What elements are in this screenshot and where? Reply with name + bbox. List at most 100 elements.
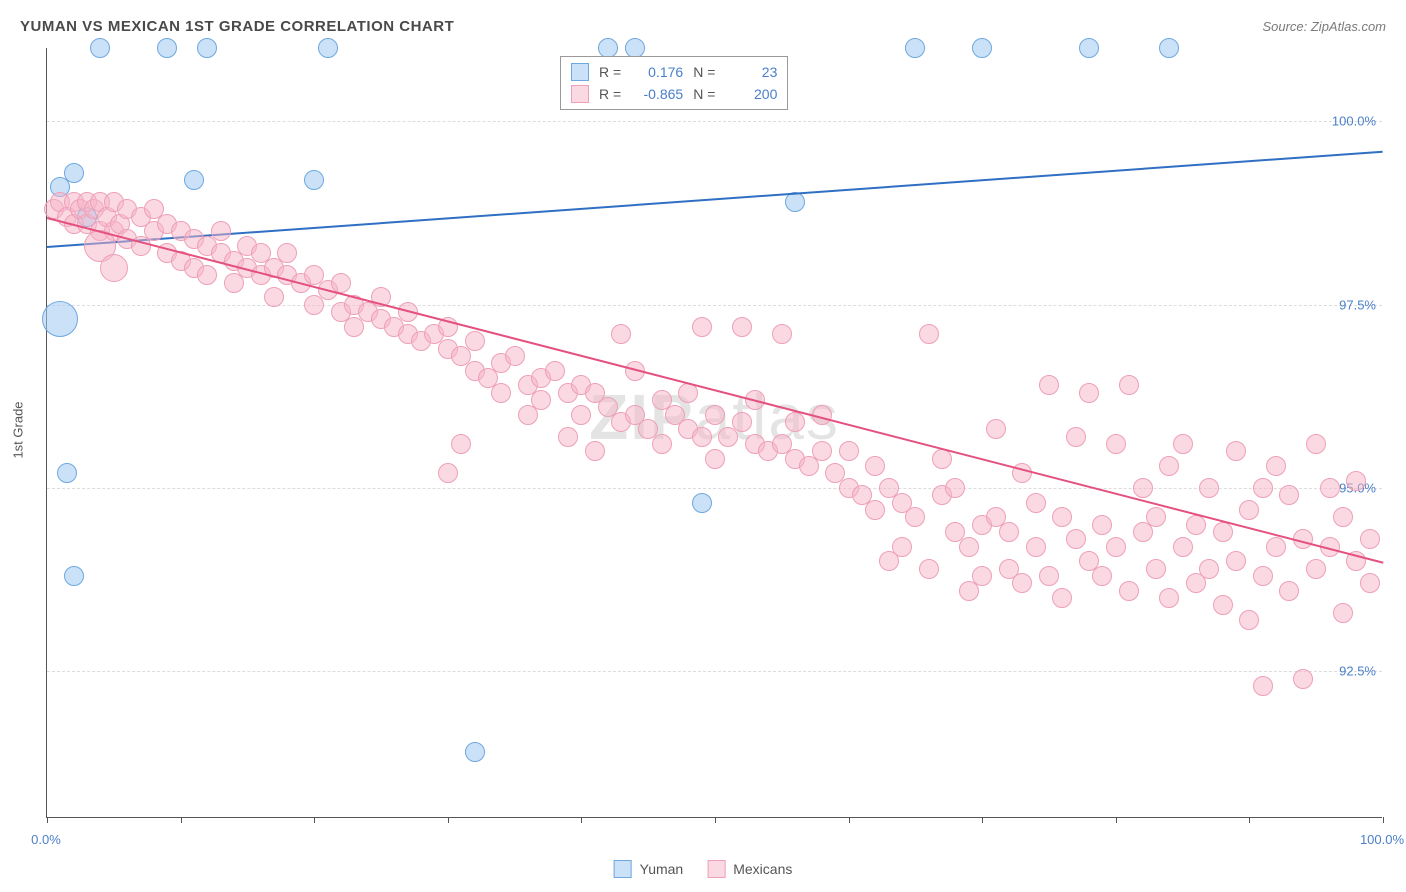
data-point xyxy=(905,38,925,58)
x-tick xyxy=(715,817,716,823)
data-point xyxy=(585,441,605,461)
data-point xyxy=(1199,559,1219,579)
data-point xyxy=(772,324,792,344)
data-point xyxy=(184,170,204,190)
x-tick-label: 0.0% xyxy=(31,832,61,847)
data-point xyxy=(1239,610,1259,630)
data-point xyxy=(1213,522,1233,542)
stat-r-value: -0.865 xyxy=(631,86,683,102)
data-point xyxy=(57,463,77,483)
series-legend: Yuman Mexicans xyxy=(614,860,793,878)
data-point xyxy=(999,522,1019,542)
legend-swatch xyxy=(707,860,725,878)
stat-r-label: R = xyxy=(599,86,621,102)
data-point xyxy=(1159,588,1179,608)
data-point xyxy=(732,412,752,432)
data-point xyxy=(1119,375,1139,395)
data-point xyxy=(100,254,128,282)
gridline xyxy=(47,671,1382,672)
data-point xyxy=(1146,507,1166,527)
data-point xyxy=(1026,493,1046,513)
data-point xyxy=(692,317,712,337)
data-point xyxy=(545,361,565,381)
x-tick xyxy=(849,817,850,823)
data-point xyxy=(1012,573,1032,593)
gridline xyxy=(47,488,1382,489)
data-point xyxy=(705,405,725,425)
data-point xyxy=(558,427,578,447)
data-point xyxy=(465,331,485,351)
stat-n-label: N = xyxy=(693,86,715,102)
data-point xyxy=(1239,500,1259,520)
data-point xyxy=(1106,434,1126,454)
data-point xyxy=(318,38,338,58)
y-tick-label: 92.5% xyxy=(1339,664,1376,679)
data-point xyxy=(1173,434,1193,454)
data-point xyxy=(1133,478,1153,498)
data-point xyxy=(1199,478,1219,498)
data-point xyxy=(64,163,84,183)
data-point xyxy=(692,427,712,447)
data-point xyxy=(197,38,217,58)
data-point xyxy=(1213,595,1233,615)
data-point xyxy=(705,449,725,469)
data-point xyxy=(732,317,752,337)
legend-label: Yuman xyxy=(640,861,684,877)
chart-source: Source: ZipAtlas.com xyxy=(1262,19,1386,34)
data-point xyxy=(865,500,885,520)
data-point xyxy=(64,566,84,586)
data-point xyxy=(1279,581,1299,601)
data-point xyxy=(1253,478,1273,498)
x-tick-label: 100.0% xyxy=(1360,832,1404,847)
data-point xyxy=(919,324,939,344)
data-point xyxy=(491,383,511,403)
stat-r-value: 0.176 xyxy=(631,64,683,80)
data-point xyxy=(451,434,471,454)
data-point xyxy=(1266,537,1286,557)
legend-row: R =0.176N =23 xyxy=(571,61,777,83)
data-point xyxy=(919,559,939,579)
data-point xyxy=(197,265,217,285)
legend-label: Mexicans xyxy=(733,861,792,877)
x-tick xyxy=(982,817,983,823)
data-point xyxy=(865,456,885,476)
gridline xyxy=(47,121,1382,122)
data-point xyxy=(1159,456,1179,476)
data-point xyxy=(972,38,992,58)
data-point xyxy=(505,346,525,366)
data-point xyxy=(1079,383,1099,403)
legend-swatch xyxy=(571,63,589,81)
data-point xyxy=(1066,529,1086,549)
stats-legend: R =0.176N =23 R = -0.865 N = 200 xyxy=(560,56,788,110)
data-point xyxy=(1039,375,1059,395)
data-point xyxy=(90,38,110,58)
data-point xyxy=(625,38,645,58)
data-point xyxy=(1039,566,1059,586)
data-point xyxy=(1092,566,1112,586)
data-point xyxy=(1052,588,1072,608)
data-point xyxy=(1119,581,1139,601)
data-point xyxy=(1333,507,1353,527)
data-point xyxy=(1186,515,1206,535)
x-tick xyxy=(1383,817,1384,823)
x-tick xyxy=(181,817,182,823)
data-point xyxy=(1360,573,1380,593)
data-point xyxy=(1306,434,1326,454)
stat-n-value: 200 xyxy=(725,86,777,102)
legend-swatch xyxy=(571,85,589,103)
data-point xyxy=(211,221,231,241)
data-point xyxy=(304,170,324,190)
data-point xyxy=(1346,471,1366,491)
data-point xyxy=(264,287,284,307)
data-point xyxy=(986,419,1006,439)
data-point xyxy=(465,742,485,762)
data-point xyxy=(1333,603,1353,623)
x-tick xyxy=(47,817,48,823)
data-point xyxy=(785,412,805,432)
data-point xyxy=(1079,38,1099,58)
legend-row: R = -0.865 N = 200 xyxy=(571,83,777,105)
data-point xyxy=(531,390,551,410)
data-point xyxy=(945,478,965,498)
plot-area: ZIPatlas 92.5%95.0%97.5%100.0% xyxy=(46,48,1382,818)
legend-swatch xyxy=(614,860,632,878)
